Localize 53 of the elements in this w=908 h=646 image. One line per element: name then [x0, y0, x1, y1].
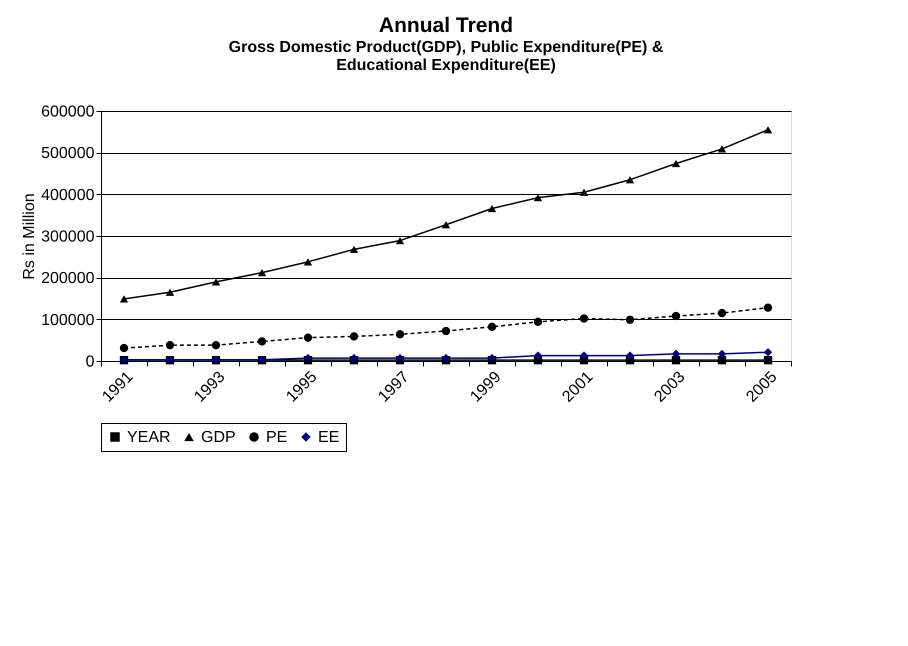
point: [488, 204, 496, 212]
legend-label: GDP: [201, 429, 236, 446]
point: [626, 351, 634, 360]
point: [672, 356, 680, 364]
point: [350, 332, 358, 341]
point: [718, 356, 726, 364]
point: [580, 351, 588, 360]
y-tick-label: 200000: [41, 270, 95, 288]
chart-title: Annual Trend: [378, 14, 514, 37]
point: [764, 348, 772, 356]
y-tick-label: 400000: [41, 186, 95, 204]
legend-label: YEAR: [127, 429, 171, 446]
y-tick-label: 100000: [41, 312, 95, 329]
point: [166, 288, 174, 296]
point: [442, 221, 450, 228]
point: [718, 308, 726, 318]
point: [534, 318, 542, 326]
point: [350, 246, 358, 253]
point: [258, 269, 266, 276]
point: [396, 330, 404, 339]
point: [672, 312, 680, 320]
point: [212, 278, 220, 286]
point: [580, 314, 588, 323]
legend-label: EE: [318, 429, 340, 446]
point: [626, 176, 634, 184]
point: [442, 326, 450, 336]
y-tick-label: 600000: [41, 104, 95, 120]
point: [764, 303, 772, 312]
point: [120, 295, 128, 303]
point: [304, 333, 312, 342]
point: [166, 340, 174, 350]
chart-subtitle: Gross Domestic Product(GDP), Public Expenditure(PE) & Educational Expenditure(EE): [228, 39, 664, 74]
point: [672, 160, 680, 168]
point: [534, 194, 542, 202]
point: [258, 337, 266, 346]
point: [396, 236, 404, 244]
point: [580, 188, 588, 196]
y-tick-label: 0: [86, 354, 95, 370]
point: [672, 350, 680, 358]
point: [718, 145, 726, 153]
y-tick-label: 500000: [41, 145, 95, 162]
point: [626, 316, 634, 324]
point: [488, 322, 496, 332]
point: [120, 344, 128, 352]
point: [534, 351, 542, 360]
point: [718, 350, 726, 358]
y-axis-title: Rs in Million: [21, 193, 38, 280]
y-tick-label: 300000: [41, 228, 95, 246]
point: [764, 126, 772, 134]
point: [212, 340, 220, 350]
legend-label: PE: [266, 429, 288, 446]
point: [304, 258, 312, 266]
point: [764, 356, 772, 364]
